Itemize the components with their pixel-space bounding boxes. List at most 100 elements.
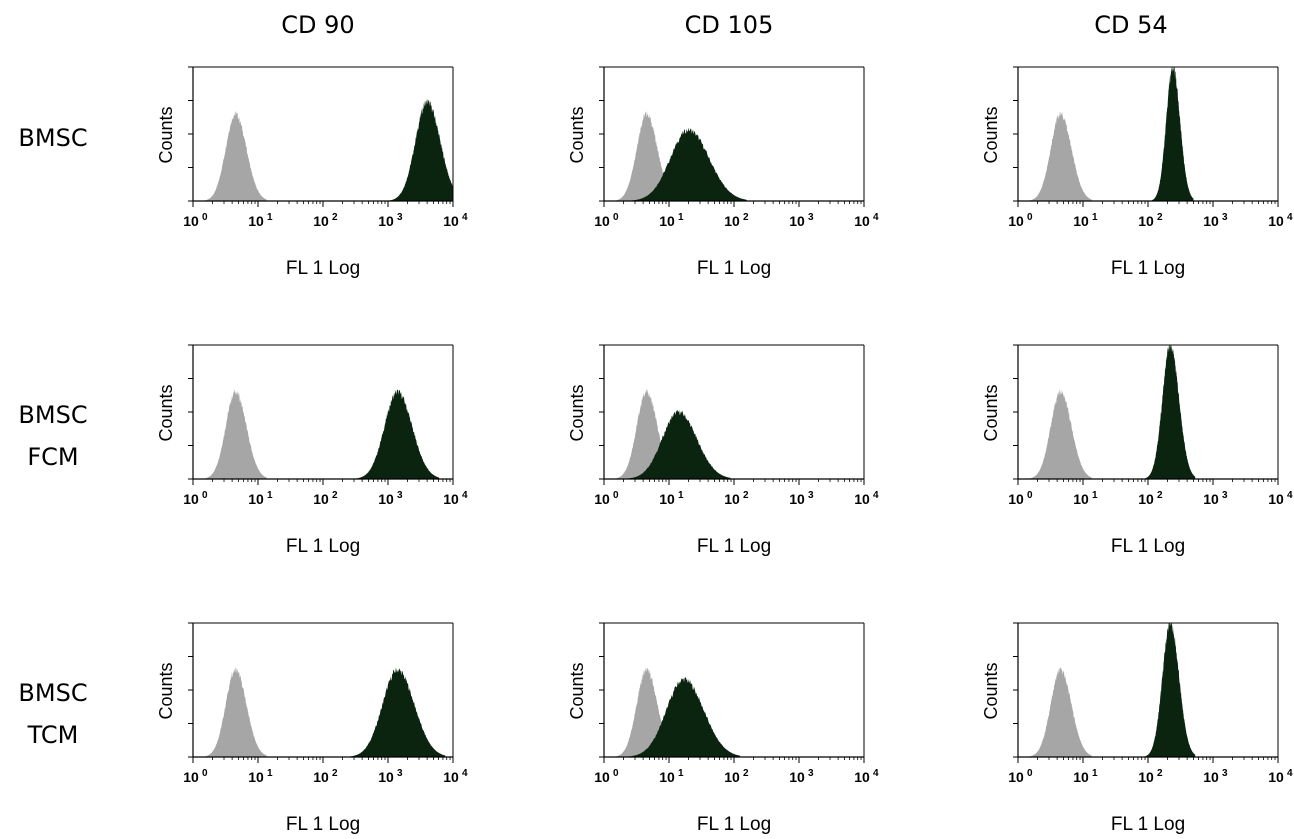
x-tick-label: 10 <box>1268 491 1284 507</box>
x-tick-label: 10 <box>313 213 329 229</box>
x-tick-exponent: 0 <box>1027 212 1033 223</box>
x-tick-exponent: 3 <box>1222 768 1228 779</box>
y-axis-label: Counts <box>981 384 1001 441</box>
x-tick-exponent: 3 <box>808 490 814 501</box>
x-tick-label: 10 <box>1138 491 1154 507</box>
row-label: BMSC <box>18 679 87 707</box>
x-tick-exponent: 2 <box>743 212 749 223</box>
x-tick-exponent: 0 <box>1027 768 1033 779</box>
x-tick-exponent: 4 <box>873 768 879 779</box>
x-tick-exponent: 4 <box>1287 490 1293 501</box>
row-label: BMSC <box>18 401 87 429</box>
x-axis-label: FL 1 Log <box>697 814 771 835</box>
marker-histogram <box>627 677 741 757</box>
x-tick-exponent: 4 <box>1287 768 1293 779</box>
x-tick-exponent: 1 <box>1092 212 1098 223</box>
x-tick-label: 10 <box>1008 491 1024 507</box>
x-tick-label: 10 <box>659 213 675 229</box>
y-axis-label: Counts <box>981 106 1001 163</box>
marker-histogram <box>626 409 731 479</box>
x-tick-label: 10 <box>1203 213 1219 229</box>
y-axis-label: Counts <box>567 106 587 163</box>
x-axis-label: FL 1 Log <box>697 258 771 279</box>
x-tick-label: 10 <box>854 213 870 229</box>
x-tick-exponent: 2 <box>1157 212 1163 223</box>
y-axis-label: Counts <box>567 384 587 441</box>
x-tick-exponent: 3 <box>397 212 403 223</box>
marker-histogram <box>349 667 446 757</box>
x-tick-exponent: 1 <box>678 490 684 501</box>
x-tick-label: 10 <box>1008 213 1024 229</box>
row-label: BMSC <box>18 124 87 152</box>
x-tick-label: 10 <box>854 491 870 507</box>
x-tick-exponent: 4 <box>873 212 879 223</box>
x-tick-label: 10 <box>1073 491 1089 507</box>
x-tick-exponent: 4 <box>1287 212 1293 223</box>
x-tick-label: 10 <box>724 769 740 785</box>
x-tick-label: 10 <box>1203 491 1219 507</box>
x-tick-exponent: 1 <box>678 768 684 779</box>
x-tick-label: 10 <box>594 491 610 507</box>
x-tick-exponent: 3 <box>397 768 403 779</box>
x-tick-exponent: 1 <box>267 490 273 501</box>
x-tick-label: 10 <box>1073 769 1089 785</box>
x-tick-label: 10 <box>1008 769 1024 785</box>
x-tick-label: 10 <box>1203 769 1219 785</box>
x-tick-exponent: 4 <box>462 768 468 779</box>
x-tick-label: 10 <box>183 769 199 785</box>
x-tick-label: 10 <box>659 491 675 507</box>
control-histogram <box>1029 111 1092 201</box>
marker-histogram <box>1145 623 1196 757</box>
x-tick-exponent: 4 <box>462 490 468 501</box>
x-tick-exponent: 0 <box>1027 490 1033 501</box>
marker-histogram <box>1151 67 1194 201</box>
x-tick-label: 10 <box>443 213 459 229</box>
x-tick-label: 10 <box>594 769 610 785</box>
x-tick-exponent: 2 <box>332 212 338 223</box>
x-tick-label: 10 <box>313 769 329 785</box>
x-tick-exponent: 1 <box>1092 768 1098 779</box>
x-axis-label: FL 1 Log <box>1111 536 1185 557</box>
x-tick-exponent: 0 <box>202 768 208 779</box>
x-tick-label: 10 <box>1138 769 1154 785</box>
x-tick-label: 10 <box>789 769 805 785</box>
x-axis-label: FL 1 Log <box>1111 258 1185 279</box>
x-tick-exponent: 3 <box>397 490 403 501</box>
row-label: TCM <box>27 721 79 749</box>
x-tick-exponent: 1 <box>267 212 273 223</box>
x-tick-label: 10 <box>378 213 394 229</box>
x-axis-label: FL 1 Log <box>286 814 360 835</box>
y-axis-label: Counts <box>567 662 587 719</box>
x-tick-exponent: 2 <box>743 768 749 779</box>
x-tick-label: 10 <box>594 213 610 229</box>
x-tick-label: 10 <box>789 491 805 507</box>
column-title: CD 54 <box>1094 11 1167 39</box>
x-tick-label: 10 <box>1138 213 1154 229</box>
column-title: CD 105 <box>685 11 774 39</box>
x-tick-exponent: 1 <box>1092 490 1098 501</box>
x-tick-label: 10 <box>1268 213 1284 229</box>
x-tick-exponent: 3 <box>1222 490 1228 501</box>
x-tick-exponent: 4 <box>462 212 468 223</box>
x-tick-label: 10 <box>378 491 394 507</box>
control-histogram <box>1029 389 1092 479</box>
x-tick-exponent: 0 <box>613 212 619 223</box>
x-tick-exponent: 3 <box>808 212 814 223</box>
x-tick-label: 10 <box>443 491 459 507</box>
x-tick-exponent: 1 <box>267 768 273 779</box>
x-tick-label: 10 <box>789 213 805 229</box>
x-tick-label: 10 <box>248 491 264 507</box>
marker-histogram <box>389 99 453 201</box>
x-tick-label: 10 <box>1073 213 1089 229</box>
x-axis-label: FL 1 Log <box>697 536 771 557</box>
x-tick-label: 10 <box>724 491 740 507</box>
x-axis-label: FL 1 Log <box>1111 814 1185 835</box>
x-tick-exponent: 0 <box>202 490 208 501</box>
x-tick-label: 10 <box>248 213 264 229</box>
